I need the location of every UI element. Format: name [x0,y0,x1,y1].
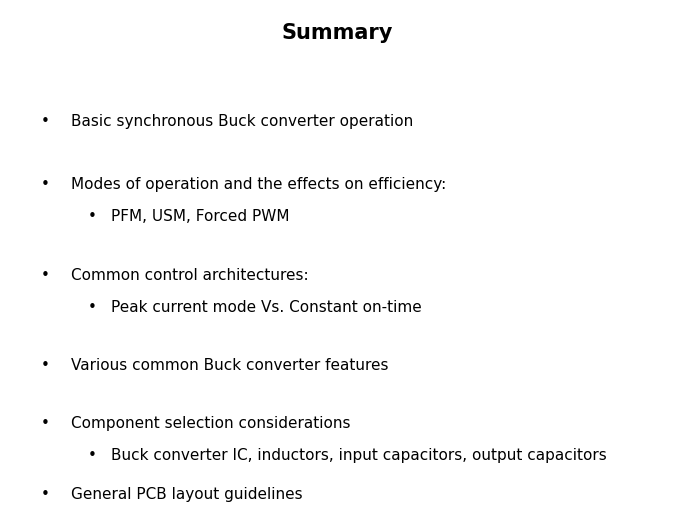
Text: General PCB layout guidelines: General PCB layout guidelines [71,486,302,501]
Text: •: • [40,177,49,192]
Text: Various common Buck converter features: Various common Buck converter features [71,357,388,372]
Text: •: • [88,447,97,462]
Text: Basic synchronous Buck converter operation: Basic synchronous Buck converter operati… [71,114,413,129]
Text: •: • [40,486,49,501]
Text: Component selection considerations: Component selection considerations [71,415,350,430]
Text: •: • [40,415,49,430]
Text: Buck converter IC, inductors, input capacitors, output capacitors: Buck converter IC, inductors, input capa… [111,447,607,462]
Text: Common control architectures:: Common control architectures: [71,268,308,283]
Text: •: • [40,357,49,372]
Text: •: • [40,268,49,283]
Text: •: • [40,114,49,129]
Text: Modes of operation and the effects on efficiency:: Modes of operation and the effects on ef… [71,177,446,192]
Text: •: • [88,209,97,224]
Text: PFM, USM, Forced PWM: PFM, USM, Forced PWM [111,209,290,224]
Text: Summary: Summary [282,23,393,43]
Text: Peak current mode Vs. Constant on-time: Peak current mode Vs. Constant on-time [111,299,422,314]
Text: •: • [88,299,97,314]
